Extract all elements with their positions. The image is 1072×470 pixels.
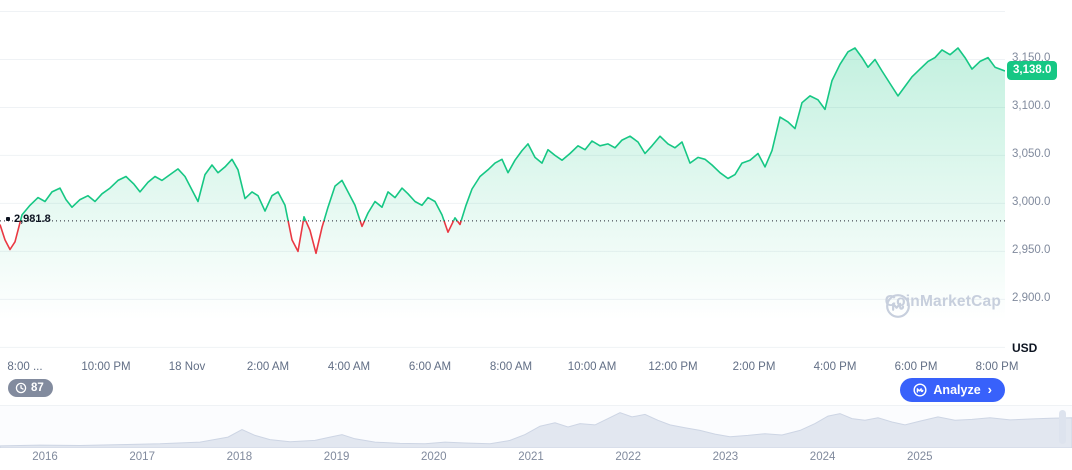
price-area	[0, 48, 1005, 355]
year-label: 2019	[323, 451, 350, 463]
year-label: 2022	[615, 451, 641, 463]
x-axis: 8:00 ... 10:00 PM 18 Nov 2:00 AM 4:00 AM 6:00…	[0, 355, 1018, 379]
watermark: CoinMarketCap	[884, 293, 1001, 318]
navigator-svg[interactable]	[0, 406, 1072, 449]
x-tick-label: 2:00 AM	[246, 361, 290, 373]
timeline-navigator[interactable]	[0, 405, 1072, 449]
year-axis: 2016 2017 2018 2019 2020 2021 2022 2023 2024 2025	[0, 447, 1072, 470]
x-tick-label: 4:00 PM	[813, 361, 857, 373]
coinmarketcap-logo-icon	[885, 294, 910, 318]
current-price-badge: 3,138.0	[1007, 61, 1058, 80]
x-tick-label: 12:00 PM	[648, 361, 698, 373]
reference-price-value: 2,981.8	[14, 212, 51, 225]
y-tick-label: 3,050.0	[1012, 148, 1051, 161]
price-line-up	[19, 47, 1005, 221]
y-tick-label: 3,000.0	[1012, 196, 1051, 209]
x-tick-label: 6:00 PM	[894, 361, 938, 373]
analyze-button[interactable]: Analyze ›	[900, 378, 1005, 402]
x-tick-label: 2:00 PM	[732, 361, 776, 373]
year-label: 2017	[129, 451, 155, 463]
x-tick-label: 10:00 PM	[81, 361, 131, 373]
year-label: 2016	[32, 451, 58, 463]
year-label: 2020	[421, 451, 447, 463]
history-badge[interactable]: 87	[8, 379, 53, 397]
x-tick-label: 8:00 AM	[489, 361, 533, 373]
x-tick-label: 4:00 AM	[327, 361, 371, 373]
analyze-logo-icon	[913, 383, 927, 397]
watermark-text: CoinMarketCap	[884, 293, 1001, 310]
navigator-scrollbar[interactable]	[1059, 410, 1066, 444]
y-tick-label: 3,150.0	[1012, 52, 1051, 65]
x-tick-label: 8:00 ...	[7, 361, 43, 373]
year-label: 2024	[809, 451, 836, 463]
x-tick-label: 8:00 PM	[975, 361, 1019, 373]
current-price-value: 3,138.0	[1013, 64, 1052, 76]
usd-label: USD	[1012, 341, 1038, 355]
x-tick-label: 18 Nov	[168, 361, 206, 373]
x-tick-label: 10:00 AM	[567, 361, 617, 373]
main-chart[interactable]: 2,981.8 CoinMarketCap	[0, 0, 1005, 355]
history-clock-icon	[15, 382, 27, 394]
navigator-area	[0, 412, 1072, 449]
year-label: 2023	[712, 451, 739, 463]
year-label: 2018	[226, 451, 253, 463]
analyze-label: Analyze	[933, 383, 981, 397]
history-count: 87	[31, 382, 44, 394]
main-chart-svg[interactable]	[0, 0, 1005, 355]
chevron-right-icon: ›	[987, 382, 992, 397]
x-tick-label: 6:00 AM	[408, 361, 452, 373]
year-label: 2021	[518, 451, 544, 463]
y-axis: 3,138.0 USD 3,150.0 3,100.0 3,050.0 3,000.0…	[1005, 0, 1072, 355]
reference-marker-icon	[6, 216, 10, 221]
y-tick-label: 3,100.0	[1012, 100, 1051, 113]
y-tick-label: 2,900.0	[1012, 292, 1051, 305]
year-label: 2025	[907, 451, 933, 463]
y-tick-label: 2,950.0	[1012, 244, 1051, 257]
reference-price-label: 2,981.8	[6, 213, 51, 225]
